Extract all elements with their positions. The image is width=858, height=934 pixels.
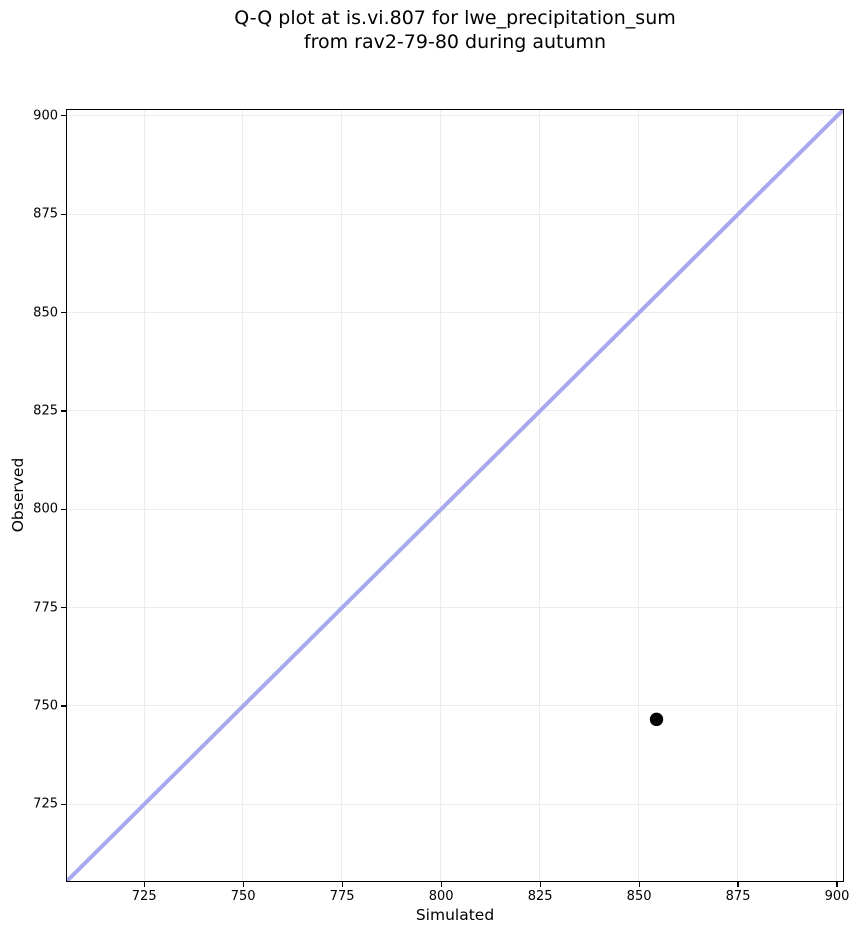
plot-area	[65, 108, 844, 882]
y-tick-label: 775	[33, 600, 58, 616]
x-tick-mark	[440, 882, 442, 887]
x-tick-label: 725	[131, 889, 157, 904]
y-gridline	[66, 213, 843, 215]
y-tick-mark	[61, 607, 66, 609]
y-tick-label: 825	[33, 403, 58, 419]
x-tick-mark	[143, 882, 145, 887]
y-gridline	[66, 115, 843, 117]
x-gridline	[836, 109, 838, 881]
x-tick-label: 850	[626, 889, 652, 904]
chart-title-line1: Q-Q plot at is.vi.807 for lwe_precipitat…	[234, 7, 676, 29]
y-tick-mark	[61, 115, 66, 117]
chart-title: Q-Q plot at is.vi.807 for lwe_precipitat…	[67, 6, 843, 54]
x-gridline	[440, 109, 442, 881]
y-tick-mark	[61, 213, 66, 215]
x-tick-mark	[539, 882, 541, 887]
x-tick-mark	[341, 882, 343, 887]
x-axis-label: Simulated	[415, 906, 495, 924]
x-gridline	[638, 109, 640, 881]
x-gridline	[539, 109, 541, 881]
plot-inner	[66, 109, 843, 881]
y-gridline	[66, 803, 843, 805]
x-tick-label: 900	[824, 889, 850, 904]
y-gridline	[66, 606, 843, 608]
y-tick-label: 750	[33, 698, 58, 714]
x-tick-label: 800	[428, 889, 454, 904]
y-gridline	[66, 705, 843, 707]
y-tick-label: 725	[33, 796, 58, 812]
y-axis-label: Observed	[9, 457, 27, 533]
plot-canvas	[66, 109, 843, 881]
x-gridline	[143, 109, 145, 881]
x-tick-label: 775	[329, 889, 355, 904]
x-tick-label: 875	[725, 889, 751, 904]
y-gridline	[66, 311, 843, 313]
identity-line	[66, 109, 843, 881]
x-tick-label: 750	[230, 889, 256, 904]
y-gridline	[66, 508, 843, 510]
y-tick-mark	[61, 705, 66, 707]
y-tick-mark	[61, 410, 66, 412]
y-tick-mark	[61, 508, 66, 510]
x-tick-mark	[836, 882, 838, 887]
x-tick-mark	[638, 882, 640, 887]
chart-title-line2: from rav2-79-80 during autumn	[303, 31, 607, 53]
y-tick-label: 875	[33, 206, 58, 222]
x-gridline	[242, 109, 244, 881]
y-tick-mark	[61, 803, 66, 805]
data-point	[649, 712, 664, 726]
x-gridline	[341, 109, 343, 881]
x-tick-label: 825	[527, 889, 553, 904]
y-tick-label: 900	[33, 108, 58, 124]
y-tick-label: 850	[33, 305, 58, 321]
y-tick-label: 800	[33, 501, 58, 517]
y-gridline	[66, 410, 843, 412]
y-tick-mark	[61, 311, 66, 314]
x-tick-mark	[242, 882, 244, 887]
x-gridline	[737, 109, 739, 881]
x-tick-mark	[737, 882, 739, 887]
